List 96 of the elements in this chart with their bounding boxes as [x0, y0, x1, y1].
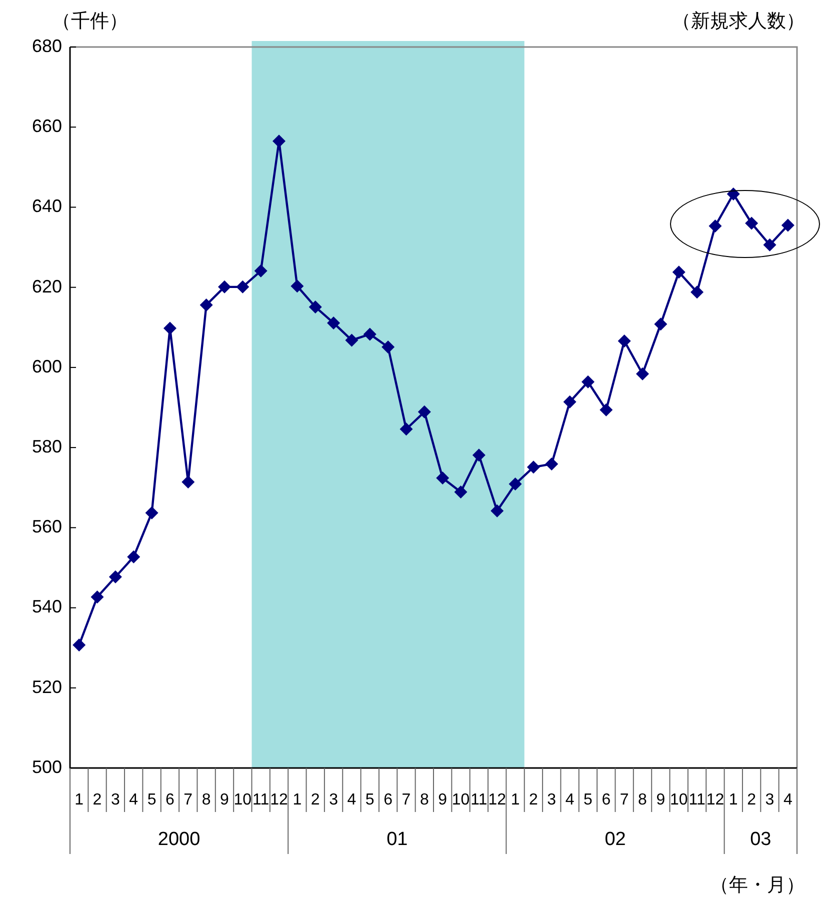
- point: [163, 322, 176, 335]
- y-tick-label: 660: [32, 116, 62, 136]
- point: [236, 280, 250, 294]
- text: 02: [604, 829, 626, 850]
- point: [472, 448, 486, 462]
- text: 2000: [158, 829, 200, 850]
- x-tick-label: 11: [252, 791, 270, 808]
- x-tick-label: 3: [329, 791, 338, 808]
- y-tick-label: 500: [32, 756, 62, 777]
- x-tick-label: 4: [783, 791, 792, 808]
- x-tick-label: 10: [452, 791, 470, 808]
- y-tick-label: 520: [32, 676, 62, 697]
- point: [90, 590, 104, 604]
- point: [672, 266, 686, 279]
- x-tick-label: 8: [202, 791, 211, 808]
- x-tick-label: 6: [166, 791, 175, 808]
- text: 01: [386, 829, 408, 850]
- point: [526, 460, 540, 474]
- x-tick-label: 7: [620, 791, 629, 808]
- x-tick-label: 8: [638, 791, 648, 808]
- point: [254, 264, 268, 278]
- point: [600, 403, 613, 416]
- x-tick-label: 6: [602, 791, 611, 808]
- x-tick-label: 10: [234, 791, 252, 808]
- point: [72, 638, 86, 652]
- point: [308, 300, 322, 314]
- x-tick-label: 1: [74, 791, 84, 808]
- point: [690, 286, 704, 299]
- point: [327, 316, 340, 330]
- x-tick-label: 5: [584, 791, 593, 808]
- point: [563, 395, 576, 408]
- x-tick-label: 12: [488, 791, 506, 808]
- x-tick-label: 9: [438, 791, 448, 808]
- y-tick-label: 640: [32, 196, 62, 216]
- y-tick-label: 540: [32, 596, 62, 617]
- point: [382, 340, 395, 354]
- point: [218, 280, 231, 294]
- x-tick-label: 4: [565, 791, 574, 808]
- y-axis-title: （千件）: [52, 9, 128, 34]
- x-tick-label: 2: [92, 791, 102, 808]
- point: [545, 457, 558, 470]
- x-tick-label: 2: [747, 791, 756, 808]
- y-tick-label: 580: [32, 436, 62, 457]
- text: （年・月）: [710, 873, 805, 898]
- x-tick-label: 9: [656, 791, 666, 808]
- x-tick-label: 12: [706, 791, 724, 808]
- x-tick-label: 1: [292, 791, 302, 808]
- x-tick-label: 3: [765, 791, 774, 808]
- x-tick-label: 2: [310, 791, 320, 808]
- point: [108, 570, 122, 584]
- x-tick-label: 12: [270, 791, 288, 808]
- y-tick-label: 600: [32, 356, 62, 376]
- point: [127, 550, 140, 564]
- point: [490, 504, 504, 518]
- point: [763, 238, 776, 252]
- x-tick-label: 3: [110, 791, 120, 808]
- x-tick-label: 11: [688, 791, 706, 808]
- x-tick-label: 1: [510, 791, 520, 808]
- point: [290, 280, 304, 293]
- x-tick-label: 5: [365, 791, 374, 808]
- point: [618, 334, 631, 348]
- x-tick-label: 2: [529, 791, 538, 808]
- y-tick-label: 620: [32, 276, 62, 296]
- point: [745, 216, 758, 230]
- point: [363, 328, 376, 341]
- point: [400, 422, 413, 436]
- point: [200, 298, 213, 312]
- x-tick-label: 1: [728, 791, 738, 808]
- x-tick-label: 11: [470, 791, 488, 808]
- x-tick-label: 6: [384, 791, 393, 808]
- x-tick-label: 9: [220, 791, 230, 808]
- point: [654, 318, 668, 331]
- y-tick-label: 560: [32, 516, 62, 537]
- x-tick-label: 5: [147, 791, 156, 808]
- point: [345, 334, 358, 347]
- point: [145, 506, 158, 520]
- x-tick-label: 10: [670, 791, 688, 808]
- x-tick-label: 4: [347, 791, 356, 808]
- point: [436, 472, 450, 484]
- x-tick-label: 3: [547, 791, 556, 808]
- point: [508, 478, 522, 491]
- point: [581, 375, 594, 388]
- text: 03: [750, 829, 772, 850]
- x-tick-label: 7: [184, 791, 193, 808]
- point: [272, 134, 286, 148]
- point: [781, 218, 794, 232]
- point: [182, 476, 195, 489]
- point: [454, 486, 468, 499]
- point: [636, 367, 650, 380]
- x-tick-label: 4: [129, 791, 138, 808]
- chart-title: （新規求人数）: [672, 9, 805, 34]
- point: [418, 405, 431, 418]
- x-tick-label: 8: [420, 791, 429, 808]
- y-tick-label: 680: [32, 36, 62, 56]
- x-tick-label: 7: [402, 791, 411, 808]
- point: [708, 220, 722, 233]
